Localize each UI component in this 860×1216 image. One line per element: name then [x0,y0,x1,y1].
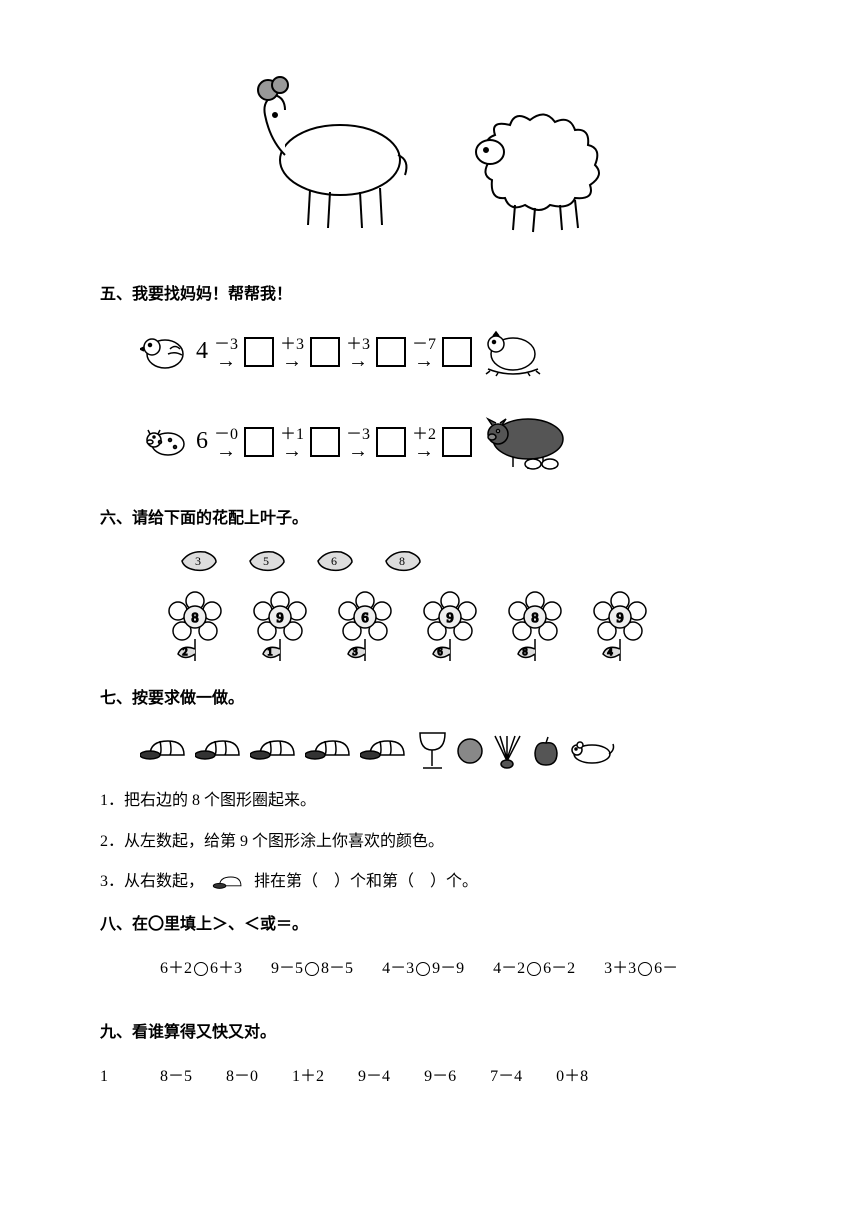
page-number: 1 [100,1068,108,1086]
compare-blank[interactable] [305,962,319,976]
objects-row [140,728,760,773]
compare-blank[interactable] [416,962,430,976]
chain-row-1: 4 －3→ ＋3→ ＋3→ －7→ [140,324,760,379]
svg-text:6: 6 [331,554,337,568]
compare-item: 9－58－5 [271,960,353,977]
calc-item: 8－5 [160,1068,192,1085]
svg-text:3: 3 [195,554,201,568]
chain-arrow: ＋3→ [346,330,370,373]
calc-item: 8－0 [226,1068,258,1085]
svg-text:8: 8 [523,647,528,658]
compare-item: 4－26－2 [493,960,575,977]
svg-text:8: 8 [399,554,405,568]
section-9-heading: 九、看谁算得又快又对。 [100,1018,760,1042]
svg-text:9: 9 [277,611,284,626]
goat-icon [230,60,430,240]
flower-icon: 94 [585,589,655,664]
cap-icon [305,733,355,768]
piglet-icon [140,422,190,462]
answer-box[interactable] [376,337,406,367]
flower-icon: 63 [330,589,400,664]
leaf-icon: 5 [248,548,286,574]
answer-box[interactable] [310,427,340,457]
q7-3: 3．从右数起， 排在第（ ）个和第（ ）个。 [100,869,760,895]
calc-row: 8－5 8－0 1＋2 9－4 9－6 7－4 0＋8 [160,1062,760,1086]
chain-arrow: ＋2→ [412,420,436,463]
compare-item: 4－39－9 [382,960,464,977]
compare-row: 6＋26＋3 9－58－5 4－39－9 4－26－2 3＋36－ [160,954,760,978]
calc-item: 1＋2 [292,1068,324,1085]
compare-item: 3＋36－ [604,960,678,977]
q7-1: 1．把右边的 8 个图形圈起来。 [100,788,760,814]
svg-text:3: 3 [353,647,358,658]
compare-blank[interactable] [527,962,541,976]
q7-2: 2．从左数起，给第 9 个图形涂上你喜欢的颜色。 [100,829,760,855]
svg-text:6: 6 [438,647,443,658]
answer-box[interactable] [244,427,274,457]
shuttlecock-icon [490,731,525,771]
section-8-heading: 八、在〇里填上＞、＜或＝。 [100,910,760,934]
answer-box[interactable] [442,337,472,367]
flower-icon: 96 [415,589,485,664]
svg-text:5: 5 [263,554,269,568]
flowers-row: 82 91 63 96 88 94 [160,589,760,664]
calc-item: 7－4 [490,1068,522,1085]
section-5-heading: 五、我要找妈妈！帮帮我！ [100,280,760,304]
sheep-icon [450,80,630,240]
svg-text:1: 1 [268,647,273,658]
cap-icon [250,733,300,768]
goblet-icon [415,728,450,773]
svg-text:9: 9 [617,611,624,626]
calc-item: 9－4 [358,1068,390,1085]
mouse-icon [567,736,617,766]
svg-text:6: 6 [362,611,369,626]
cap-icon [195,733,245,768]
flower-icon: 88 [500,589,570,664]
leaf-icon: 8 [384,548,422,574]
chain-arrow: －3→ [214,330,238,373]
cap-icon [140,733,190,768]
calc-item: 0＋8 [556,1068,588,1085]
chain-arrow: ＋1→ [280,420,304,463]
chain-arrow: －3→ [346,420,370,463]
leaves-row: 3 5 6 8 [180,548,760,574]
chain-arrow: ＋3→ [280,330,304,373]
calc-item: 9－6 [424,1068,456,1085]
ball-icon [455,736,485,766]
top-illustration [100,40,760,240]
cap-icon [360,733,410,768]
chain-1-start: 4 [196,338,208,365]
answer-box[interactable] [310,337,340,367]
apple-icon [530,733,562,768]
chain-arrow: －7→ [412,330,436,373]
flower-icon: 82 [160,589,230,664]
compare-item: 6＋26＋3 [160,960,242,977]
compare-blank[interactable] [638,962,652,976]
leaf-icon: 6 [316,548,354,574]
chain-arrow: －0→ [214,420,238,463]
answer-box[interactable] [376,427,406,457]
cap-small-icon [212,872,246,894]
svg-text:2: 2 [183,647,188,658]
flower-icon: 91 [245,589,315,664]
svg-text:4: 4 [608,647,613,658]
leaf-icon: 3 [180,548,218,574]
answer-box[interactable] [442,427,472,457]
answer-box[interactable] [244,337,274,367]
chain-row-2: 6 －0→ ＋1→ －3→ ＋2→ [140,409,760,474]
pig-family-icon [478,409,578,474]
compare-blank[interactable] [194,962,208,976]
svg-text:8: 8 [192,611,199,626]
section-7-heading: 七、按要求做一做。 [100,684,760,708]
svg-text:8: 8 [532,611,539,626]
chick-icon [140,329,190,374]
chain-2-start: 6 [196,428,208,455]
section-6-heading: 六、请给下面的花配上叶子。 [100,504,760,528]
hen-icon [478,324,548,379]
svg-text:9: 9 [447,611,454,626]
